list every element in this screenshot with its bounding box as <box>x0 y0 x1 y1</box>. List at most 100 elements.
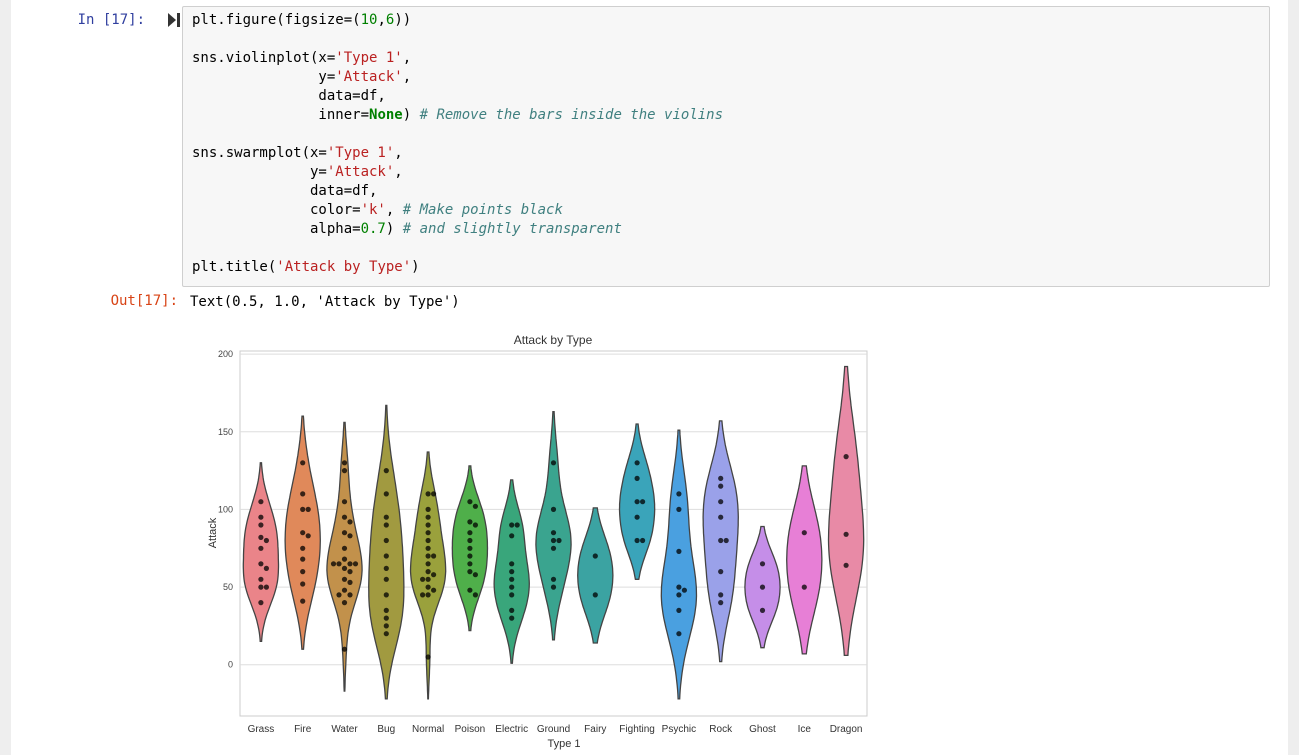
data-point <box>718 569 724 575</box>
data-point <box>420 576 426 582</box>
x-tick-label: Fighting <box>619 724 655 735</box>
x-tick-label: Bug <box>377 724 395 735</box>
x-tick-label: Fairy <box>584 724 606 735</box>
x-tick-label: Ground <box>537 724 570 735</box>
data-point <box>801 530 807 536</box>
data-point <box>425 584 431 590</box>
data-point <box>759 607 766 613</box>
data-point <box>341 600 348 606</box>
data-point <box>509 569 515 575</box>
x-tick-label: Electric <box>495 724 528 735</box>
data-point <box>509 533 515 539</box>
data-point <box>676 607 682 613</box>
data-point <box>341 499 348 505</box>
output-text: Text(0.5, 1.0, 'Attack by Type') <box>190 294 460 310</box>
data-point <box>676 584 682 590</box>
data-point <box>341 545 348 551</box>
data-point <box>305 506 311 512</box>
data-point <box>634 460 640 466</box>
data-point <box>341 468 348 474</box>
data-point <box>263 537 269 544</box>
data-point <box>347 561 353 567</box>
data-point <box>425 522 431 528</box>
code-line: y='Attack', <box>192 69 412 85</box>
data-point <box>509 522 515 528</box>
data-point <box>431 553 437 559</box>
run-cell-icon[interactable] <box>167 12 181 28</box>
data-point <box>383 522 389 528</box>
code-line: sns.violinplot(x='Type 1', <box>192 50 412 66</box>
data-point <box>258 561 264 567</box>
data-point <box>472 572 478 578</box>
data-point <box>431 491 437 497</box>
code-editor[interactable]: plt.figure(figsize=(10,6)) sns.violinplo… <box>192 11 723 277</box>
data-point <box>467 553 473 559</box>
data-point <box>550 460 557 466</box>
x-tick-label: Fire <box>294 724 312 735</box>
data-point <box>347 579 353 585</box>
data-point <box>514 522 520 528</box>
data-point <box>341 565 348 571</box>
data-point <box>759 561 766 567</box>
violin-psychic <box>660 429 698 700</box>
data-point <box>556 537 562 544</box>
data-point <box>843 531 849 537</box>
data-point <box>550 537 557 544</box>
data-point <box>300 545 306 551</box>
y-tick-label: 50 <box>223 582 233 592</box>
data-point <box>843 562 849 568</box>
data-point <box>263 565 269 571</box>
data-point <box>258 499 264 505</box>
data-point <box>425 491 431 497</box>
y-tick-label: 200 <box>218 349 233 359</box>
code-line: color='k', # Make points black <box>192 202 563 218</box>
x-tick-label: Ice <box>798 724 812 735</box>
data-point <box>472 503 478 509</box>
data-point <box>425 592 431 598</box>
code-cell-input[interactable]: plt.figure(figsize=(10,6)) sns.violinplo… <box>182 6 1270 287</box>
data-point <box>718 514 724 520</box>
data-point <box>383 576 389 582</box>
y-tick-label: 0 <box>228 660 233 670</box>
x-tick-label: Ghost <box>749 724 776 735</box>
code-line: data=df, <box>192 183 378 199</box>
violin-grass <box>242 462 280 643</box>
data-point <box>425 553 431 559</box>
data-point <box>263 584 269 590</box>
data-point <box>305 533 311 539</box>
data-point <box>843 454 849 460</box>
data-point <box>467 569 473 575</box>
data-point <box>509 561 515 567</box>
data-point <box>258 522 264 528</box>
violin-bug <box>368 404 405 700</box>
violin-dragon <box>827 365 865 657</box>
data-point <box>681 587 687 593</box>
data-point <box>347 533 353 539</box>
data-point <box>676 491 682 497</box>
data-point <box>383 565 389 571</box>
data-point <box>509 592 515 598</box>
data-point <box>300 556 306 562</box>
data-point <box>425 576 431 582</box>
data-point <box>258 576 264 582</box>
x-tick-label: Psychic <box>662 724 696 735</box>
data-point <box>258 600 264 606</box>
data-point <box>425 537 431 544</box>
data-point <box>467 561 473 567</box>
data-point <box>718 537 724 544</box>
data-point <box>258 534 264 540</box>
data-point <box>425 506 431 512</box>
violin-normal <box>409 451 447 700</box>
data-point <box>431 572 437 578</box>
data-point <box>634 514 640 520</box>
data-point <box>336 561 342 567</box>
data-point <box>676 548 682 554</box>
data-point <box>383 631 389 637</box>
input-prompt: In [17]: <box>77 12 145 28</box>
data-point <box>472 592 478 598</box>
data-point <box>472 522 478 528</box>
code-line: y='Attack', <box>192 164 403 180</box>
data-point <box>592 553 598 559</box>
data-point <box>676 631 682 637</box>
data-point <box>383 537 389 544</box>
